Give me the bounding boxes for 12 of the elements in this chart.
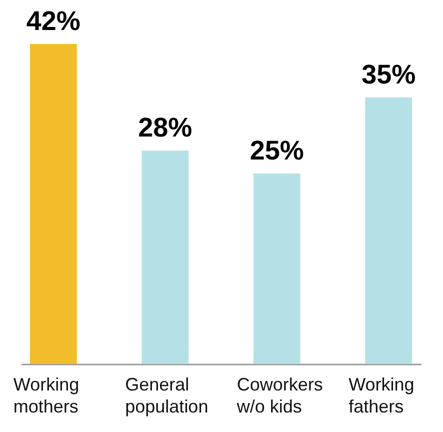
x-tick-label: General population <box>125 374 208 416</box>
bar <box>253 174 300 364</box>
x-tick-label: Working mothers <box>13 374 80 416</box>
data-label: 42% <box>26 6 80 36</box>
x-tick-label: Working fathers <box>348 374 414 416</box>
data-label: 25% <box>250 136 304 166</box>
bar <box>142 150 189 364</box>
data-label: 35% <box>362 59 416 90</box>
data-label: 28% <box>138 112 192 143</box>
x-tick-label: Coworkers w/o kids <box>236 374 323 416</box>
bar <box>365 97 412 364</box>
bar <box>30 44 77 364</box>
